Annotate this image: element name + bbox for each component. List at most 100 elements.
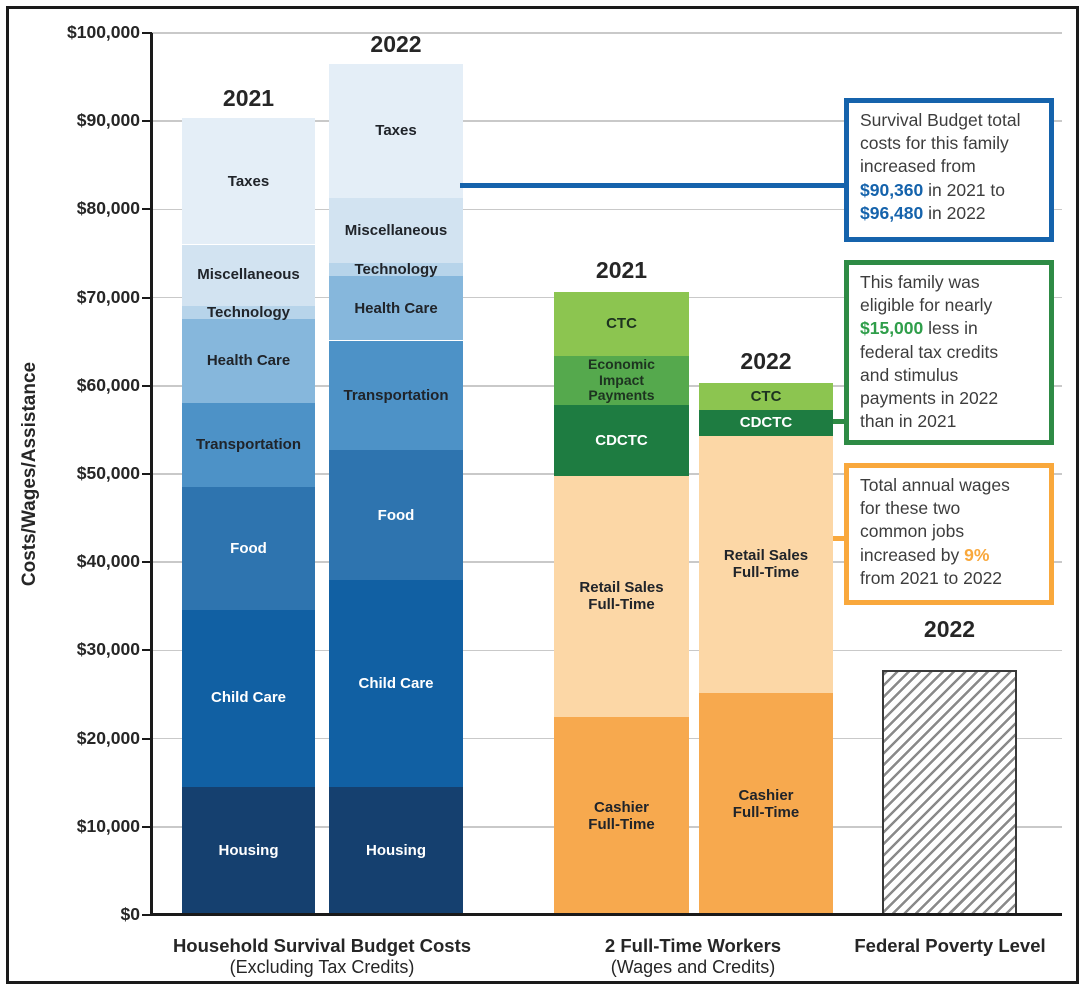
segment-label: Food [230,539,267,557]
callout-text: less in [923,318,978,339]
bar-2022: Housing Child Care Food Transportation Healt… [329,0,463,992]
group-label-subtitle: (Wages and Credits) [610,957,776,977]
segment-label: CDCTC [595,431,648,449]
callout-text: in 2021 to [923,179,1005,200]
segment-label: Health Care [354,299,438,317]
year-label: 2021 [595,257,648,284]
bar-2021: Housing Child Care Food Transportation Healt… [182,0,315,992]
callout-line: Total annual wages [860,474,1038,497]
year-label: 2022 [370,31,422,58]
bar-segment-cdctc [554,405,689,476]
callout-value: $96,480 [860,202,924,223]
segment-label: Retail Sales Full-Time [579,578,664,614]
callout-text: costs for this family [860,133,1009,154]
year-label: 2022 [740,348,792,375]
x-axis-group-label: 2 Full-Time Workers (Wages and Credits) [513,935,873,978]
callout-line: increased from [860,155,1038,178]
segment-label: Miscellaneous [344,221,448,239]
axis-tick [142,737,152,740]
x-axis-group-label: Federal Poverty Level [770,935,1087,956]
bar-segment-ctc [699,383,833,410]
y-axis-label: $50,000 [76,463,140,483]
x-axis-line [150,913,1062,916]
segment-label: Cashier Full-Time [588,798,655,833]
axis-tick [142,561,152,564]
callout-line: than in 2021 [860,410,1038,433]
bar-segment-housing [182,786,315,915]
callout-line: federal tax credits [860,341,1038,364]
callout-text: than in 2021 [860,411,957,432]
y-axis-label: $0 [120,904,140,924]
segment-label: Retail Sales Full-Time [723,547,809,582]
callout-text: Total annual wages [860,475,1010,495]
callout-connector-green [833,419,846,424]
y-axis-label: $60,000 [76,374,140,395]
callout-text: This family was [860,272,980,292]
bar-segment-retail-sales-full-time [554,475,689,717]
callout-box-blue: Survival Budget total costs for this fami… [844,98,1054,242]
callout-text: payments in 2022 [860,388,999,409]
group-label-subtitle: (Excluding Tax Credits) [229,957,415,977]
bar-segment-taxes [329,64,463,198]
segment-label: Miscellaneous [197,266,300,284]
callout-box-orange: Total annual wages for these two common jo… [844,463,1054,605]
group-label-title: Federal Poverty Level [854,935,1046,956]
y-axis-label: $20,000 [76,727,140,748]
axis-tick [142,649,152,652]
callout-text: eligible for nearly [860,295,993,316]
bar-segment-miscellaneous [329,197,463,263]
axis-tick [142,32,152,34]
callout-line: This family was [860,271,1038,294]
bar-segment-technology [182,305,315,319]
bar-segment-taxes [182,118,315,245]
bar-segment-transportation [329,340,463,451]
group-label-title: Household Survival Budget Costs [172,935,472,956]
group-label-title: 2 Full-Time Workers [604,935,782,956]
axis-tick [142,384,152,387]
callout-line: Survival Budget total [860,109,1038,132]
callout-text: and stimulus [860,364,959,385]
segment-label: Transportation [343,386,449,404]
callout-line: from 2021 to 2022 [860,567,1038,590]
callout-text: common jobs [860,521,965,542]
bar-segment-child-care [182,609,315,787]
axis-tick [142,914,152,916]
axis-tick [142,208,152,211]
callout-connector-blue [460,183,844,188]
callout-line: $96,480 in 2022 [860,202,1038,225]
bar-segment-retail-sales-full-time [699,436,833,693]
bar-segment-food [329,450,463,581]
bar-segment-housing [329,786,463,915]
bar-2022: 2022 [882,0,1017,992]
callout-line: $15,000 less in [860,317,1038,340]
year-label: 2021 [222,85,275,112]
segment-label: Cashier Full-Time [732,786,800,821]
callout-text: Survival Budget total [860,110,1021,130]
segment-label: Health Care [206,352,291,370]
gridline [152,32,1062,34]
callout-text: in 2022 [923,202,986,223]
callout-line: $90,360 in 2021 to [860,179,1038,202]
callout-line: eligible for nearly [860,294,1038,317]
segment-label: CDCTC [739,414,793,432]
bar-segment-economic-impact-payments [554,355,689,406]
axis-tick [142,120,152,123]
segment-label: Child Care [358,674,434,692]
bar-segment-cdctc [699,409,833,437]
callout-line: increased by 9% [860,544,1038,567]
callout-text: from 2021 to 2022 [860,567,1003,588]
callout-line: costs for this family [860,132,1038,155]
year-label: 2022 [923,616,976,643]
segment-label: Housing [366,842,426,860]
bar-segment-cashier-full-time [699,692,833,915]
segment-label: Housing [218,842,279,860]
callout-value: 9% [964,544,990,565]
callout-connector-orange [833,536,846,541]
bar-segment-federal-poverty-level [882,670,1017,915]
gridline [152,120,1062,122]
axis-tick [142,825,152,828]
callout-line: payments in 2022 [860,387,1038,410]
segment-label: Technology [354,260,438,278]
callout-line: for these two [860,497,1038,520]
